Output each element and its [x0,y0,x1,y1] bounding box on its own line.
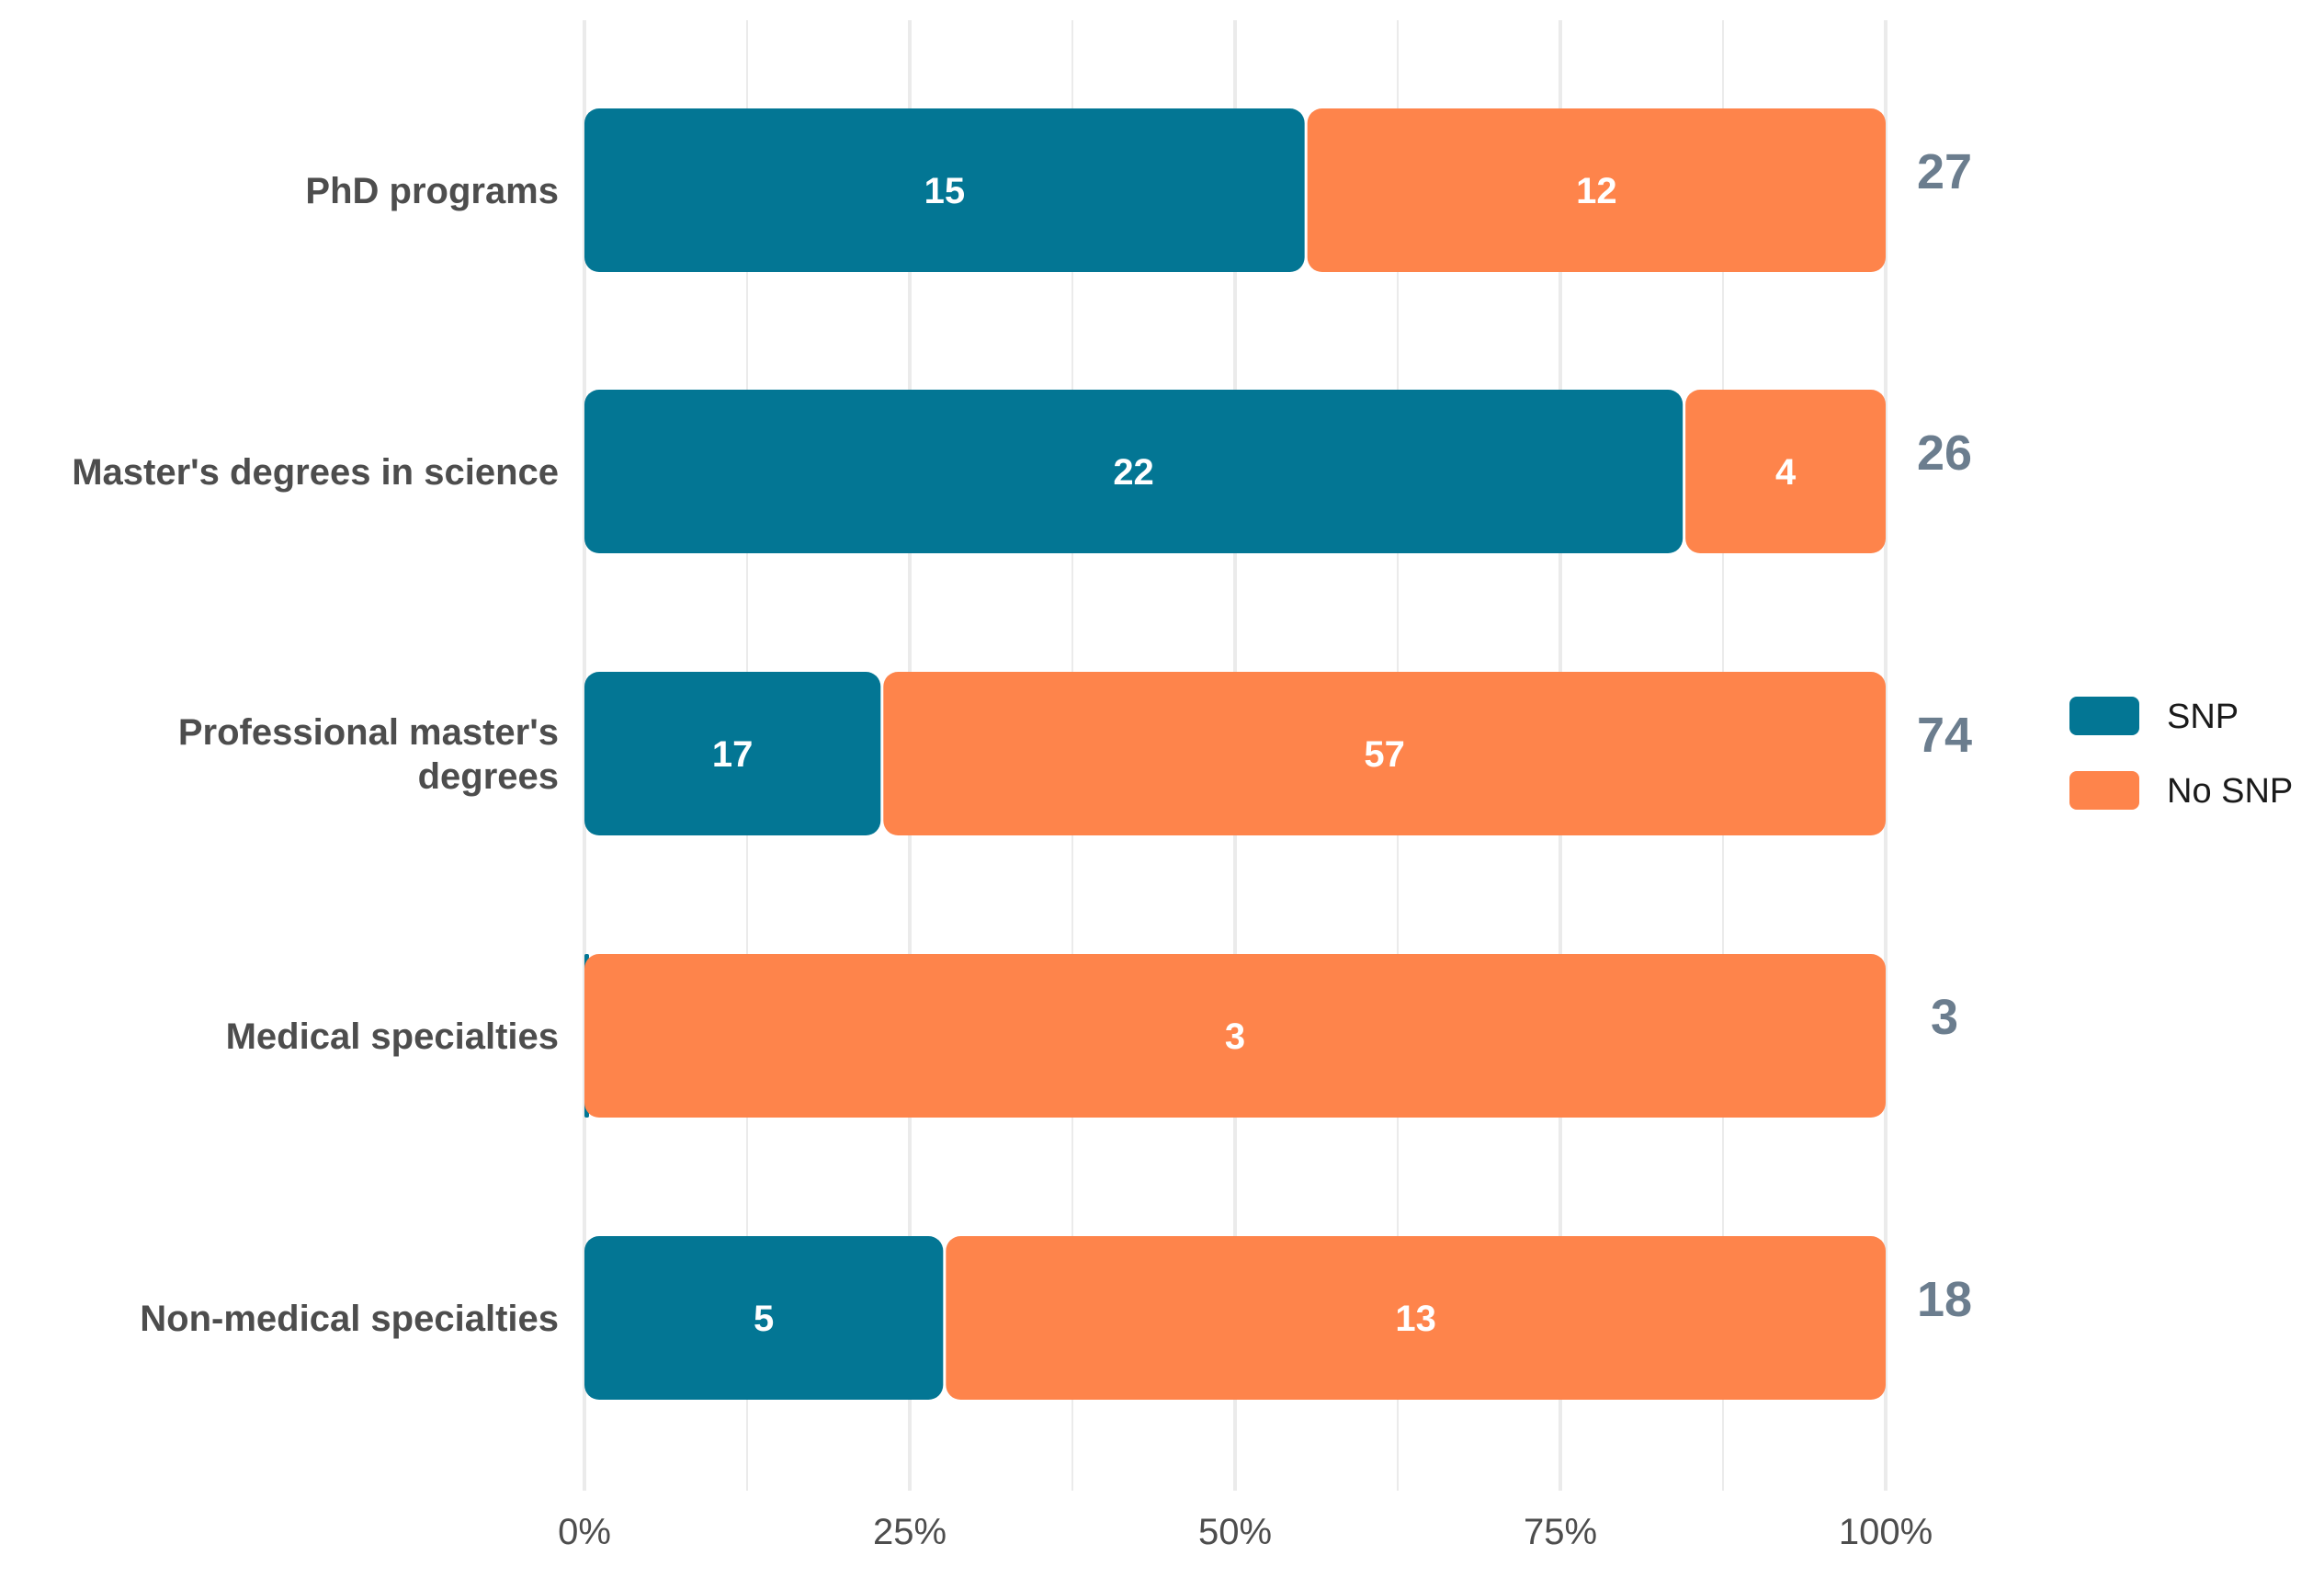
legend-swatch-snp [2069,697,2139,735]
bar-value-label: 12 [1576,171,1617,211]
category-label: Master's degrees in science [72,452,559,493]
labels: 0% 25% 50% 75% 100% 15 12 PhD programs 27 22 4 Mast… [72,144,1972,1552]
legend-label: No SNP [2167,772,2293,811]
bars [584,108,1886,1400]
x-tick-label: 0% [558,1512,611,1552]
x-tick-label: 50% [1198,1512,1272,1552]
bar-value-label: 57 [1364,734,1405,775]
bar-segment-no-snp [1307,108,1886,272]
category-label: PhD programs [305,171,559,211]
bar-value-label: 5 [754,1299,774,1339]
total-label: 3 [1931,990,1958,1045]
total-label: 27 [1917,144,1972,199]
bar-value-label: 17 [712,734,754,775]
bar-segment-snp [584,108,1305,272]
legend: SNP No SNP [2069,697,2293,811]
bar-segment-snp [584,1236,944,1400]
x-tick-label: 100% [1839,1512,1933,1552]
bar-value-label: 22 [1113,452,1154,493]
total-label: 18 [1917,1272,1972,1327]
bar-value-label: 4 [1775,452,1797,493]
category-label: Non-medical specialties [140,1299,559,1339]
bar-segment-snp [584,672,881,835]
category-label: Medical specialties [226,1016,559,1057]
total-label: 74 [1917,708,1972,763]
total-label: 26 [1917,426,1972,481]
bar-segment-snp [584,390,1683,553]
legend-swatch-no-snp [2069,771,2139,810]
category-label: Professional master's [178,712,559,753]
bar-value-label: 3 [1225,1016,1245,1057]
category-label: degrees [418,756,559,797]
bar-segment-no-snp [1685,390,1886,553]
bar-segment-no-snp [584,954,1886,1118]
x-tick-label: 25% [873,1512,947,1552]
bar-value-label: 15 [924,171,966,211]
legend-label: SNP [2167,698,2239,736]
bar-segment-no-snp [883,672,1886,835]
bar-value-label: 13 [1395,1299,1436,1339]
x-tick-label: 75% [1524,1512,1597,1552]
bar-segment-no-snp [946,1236,1886,1400]
